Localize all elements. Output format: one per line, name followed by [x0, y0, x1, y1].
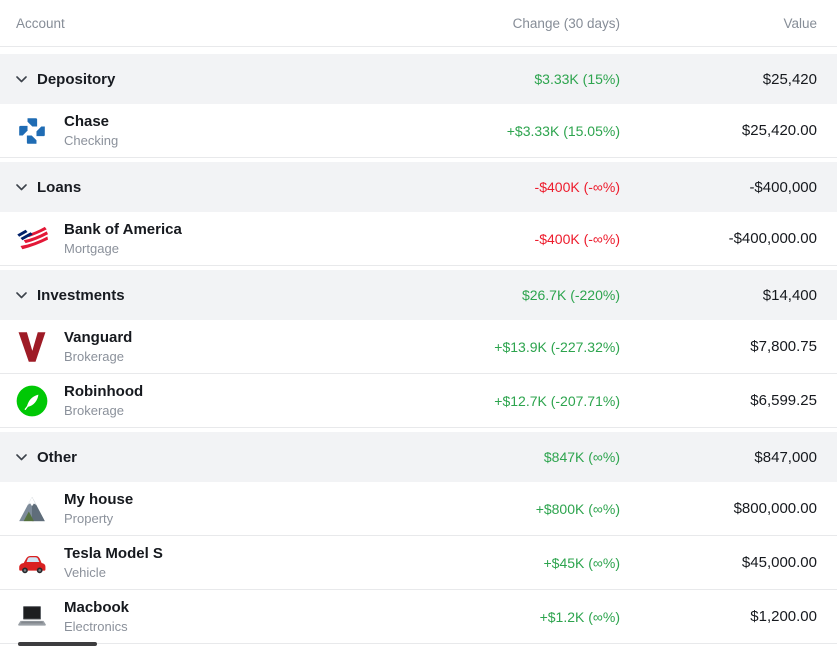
account-value: $25,420.00	[741, 122, 817, 139]
account-row[interactable]: Robinhood Brokerage +$12.7K (-207.71%) $…	[0, 374, 837, 428]
section-value: $847,000	[754, 448, 817, 466]
account-value: $45,000.00	[741, 554, 817, 571]
column-header-account: Account	[16, 15, 65, 31]
account-change: -$400K (-∞%)	[534, 230, 620, 247]
section-change: $847K (∞%)	[543, 449, 620, 465]
account-change: +$1.2K (∞%)	[539, 608, 620, 625]
account-row[interactable]: My house Property +$800K (∞%) $800,000.0…	[0, 482, 837, 536]
account-change: +$3.33K (15.05%)	[506, 122, 620, 139]
account-row[interactable]: Macbook Electronics +$1.2K (∞%) $1,200.0…	[0, 590, 837, 644]
chevron-down-icon	[16, 183, 27, 191]
car-icon	[16, 547, 48, 579]
account-cell: Robinhood Brokerage	[16, 383, 430, 419]
section-header-left: Investments	[16, 287, 430, 304]
section-value: $14,400	[762, 286, 817, 304]
account-cell: Bank of America Mortgage	[16, 221, 430, 257]
account-table-body: Depository $3.33K (15%) $25,420 Chase Ch…	[0, 54, 837, 644]
chevron-down-icon	[16, 291, 27, 299]
section-change: $26.7K (-220%)	[521, 287, 620, 303]
account-text: Tesla Model S Vehicle	[64, 545, 163, 581]
account-row[interactable]: Chase Checking +$3.33K (15.05%) $25,420.…	[0, 104, 837, 158]
account-row[interactable]: Bank of America Mortgage -$400K (-∞%) -$…	[0, 212, 837, 266]
account-value: $800,000.00	[733, 500, 817, 517]
column-header-value: Value	[783, 15, 817, 31]
section-value: -$400,000	[749, 178, 817, 196]
account-type: Property	[64, 510, 114, 526]
section-label: Investments	[37, 286, 125, 304]
section-header-left: Depository	[16, 71, 430, 88]
laptop-icon	[16, 601, 48, 633]
section-change: $3.33K (15%)	[534, 71, 620, 87]
column-header-change: Change (30 days)	[512, 15, 620, 31]
account-name: Chase	[64, 112, 110, 130]
horizontal-scrollbar-thumb[interactable]	[18, 642, 97, 646]
account-name: Bank of America	[64, 220, 182, 238]
account-row[interactable]: Tesla Model S Vehicle +$45K (∞%) $45,000…	[0, 536, 837, 590]
chevron-down-icon	[16, 75, 27, 83]
section-header[interactable]: Loans -$400K (-∞%) -$400,000	[0, 162, 837, 212]
account-change: +$800K (∞%)	[535, 500, 620, 517]
section-value: $25,420	[762, 70, 817, 88]
section-header[interactable]: Investments $26.7K (-220%) $14,400	[0, 270, 837, 320]
account-name: Macbook	[64, 598, 130, 616]
account-name: Tesla Model S	[64, 544, 163, 562]
account-cell: My house Property	[16, 491, 430, 527]
account-value: $1,200.00	[750, 608, 817, 625]
mountain-icon	[16, 493, 48, 525]
account-change: +$12.7K (-207.71%)	[494, 392, 620, 409]
account-text: Bank of America Mortgage	[64, 221, 182, 257]
section-change: -$400K (-∞%)	[534, 179, 620, 195]
account-type: Checking	[64, 132, 119, 148]
account-value: $7,800.75	[750, 338, 817, 355]
account-change: +$45K (∞%)	[543, 554, 620, 571]
section-label: Depository	[37, 70, 116, 88]
robinhood-icon	[16, 385, 48, 417]
section-header[interactable]: Other $847K (∞%) $847,000	[0, 432, 837, 482]
account-type: Vehicle	[64, 564, 106, 580]
bank-of-america-icon	[16, 223, 48, 255]
account-name: My house	[64, 490, 134, 508]
vanguard-icon	[16, 331, 48, 363]
section-header-left: Loans	[16, 179, 430, 196]
table-header: Account Change (30 days) Value	[0, 0, 837, 47]
section-label: Loans	[37, 178, 82, 196]
account-text: Macbook Electronics	[64, 599, 129, 635]
account-type: Mortgage	[64, 240, 119, 256]
account-cell: Chase Checking	[16, 113, 430, 149]
section-header-left: Other	[16, 449, 430, 466]
account-type: Brokerage	[64, 348, 124, 364]
chevron-down-icon	[16, 453, 27, 461]
account-row[interactable]: Vanguard Brokerage +$13.9K (-227.32%) $7…	[0, 320, 837, 374]
account-name: Robinhood	[64, 382, 144, 400]
account-text: Robinhood Brokerage	[64, 383, 143, 419]
account-value: $6,599.25	[750, 392, 817, 409]
account-text: Chase Checking	[64, 113, 118, 149]
account-value: -$400,000.00	[728, 230, 817, 247]
account-type: Electronics	[64, 618, 128, 634]
account-text: Vanguard Brokerage	[64, 329, 132, 365]
account-cell: Vanguard Brokerage	[16, 329, 430, 365]
section-label: Other	[37, 448, 78, 466]
account-text: My house Property	[64, 491, 133, 527]
section-header[interactable]: Depository $3.33K (15%) $25,420	[0, 54, 837, 104]
account-cell: Tesla Model S Vehicle	[16, 545, 430, 581]
account-change: +$13.9K (-227.32%)	[494, 338, 620, 355]
account-type: Brokerage	[64, 402, 124, 418]
chase-icon	[16, 115, 48, 147]
account-cell: Macbook Electronics	[16, 599, 430, 635]
account-name: Vanguard	[64, 328, 133, 346]
